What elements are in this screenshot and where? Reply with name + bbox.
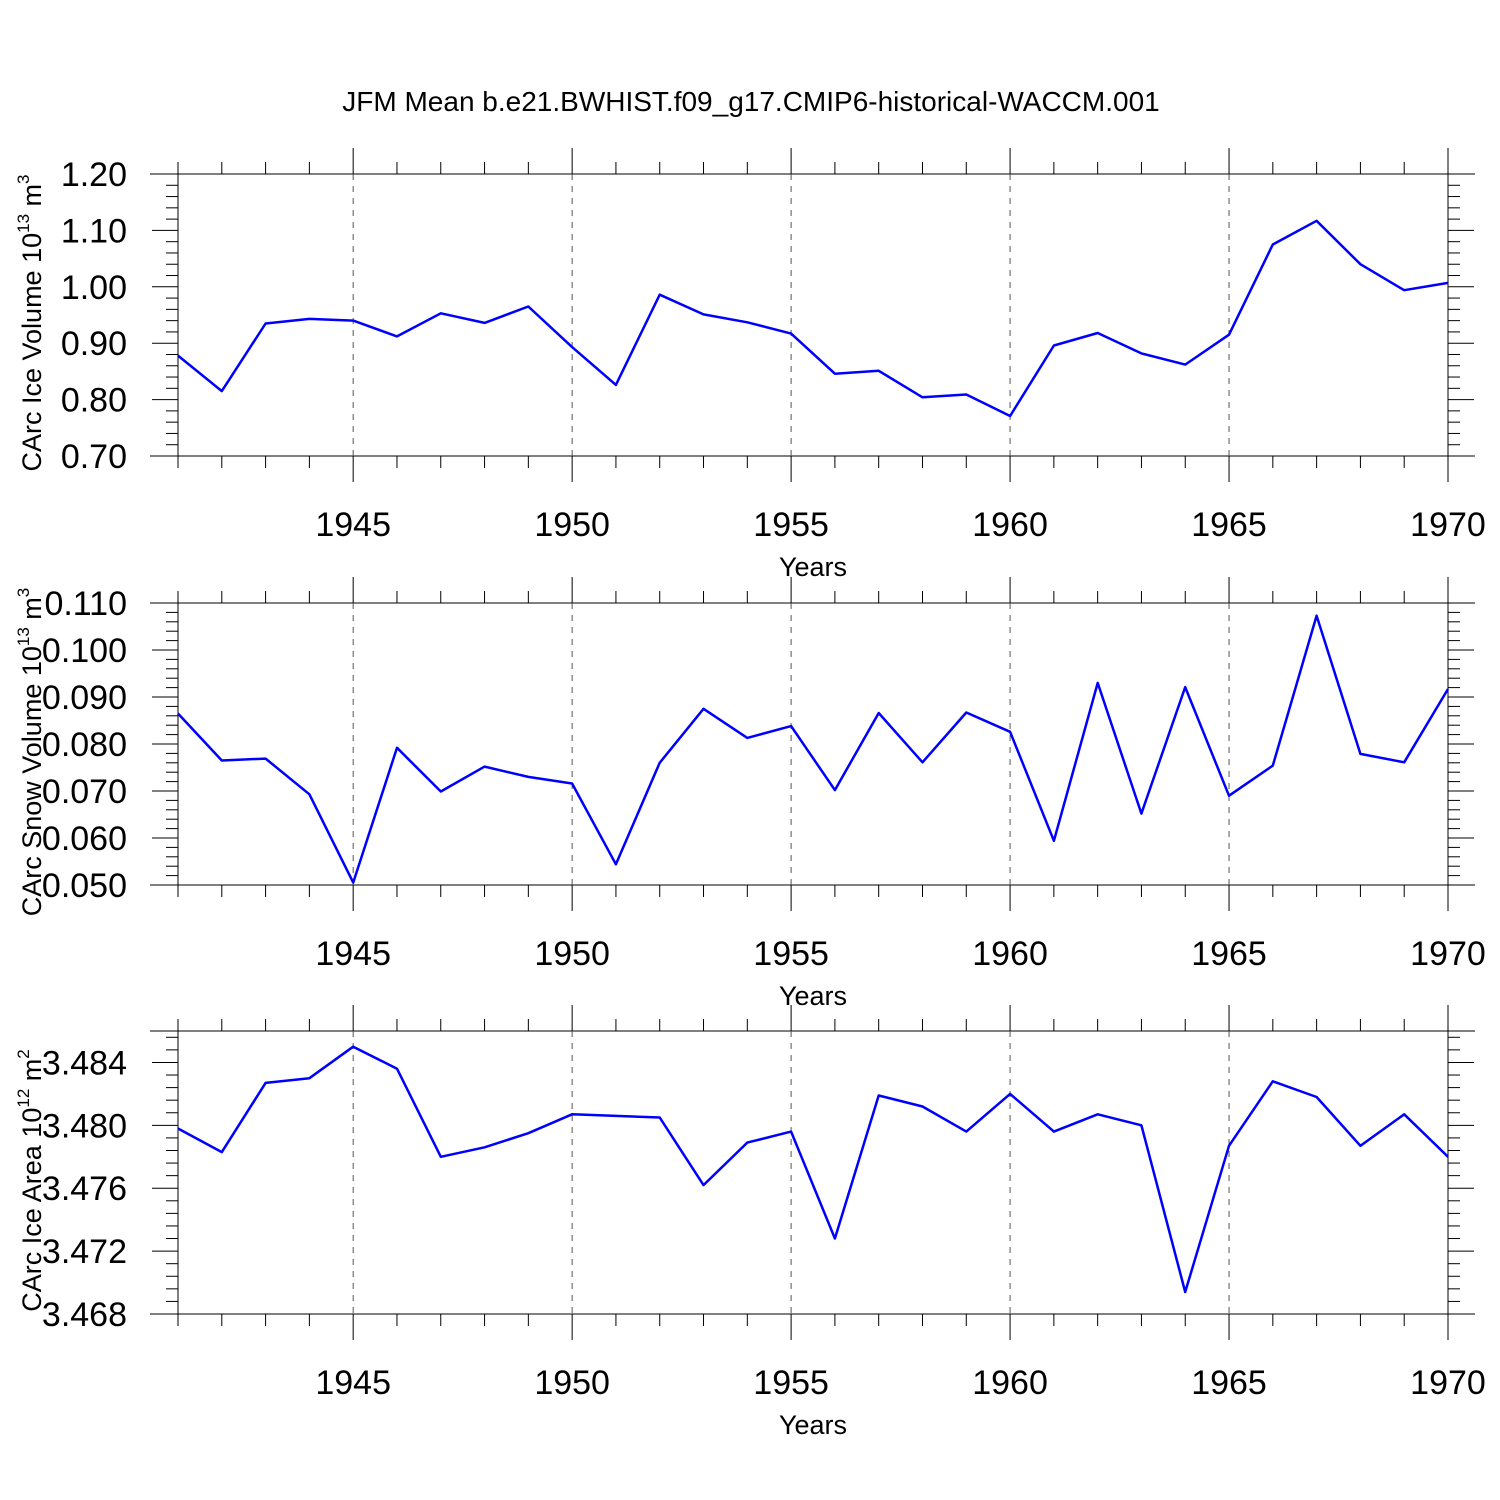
x-tick-label: 1955: [753, 506, 829, 544]
chart-panel-3: 3.468 3.472 3.476 3.480 3.484 1945 1950 1955 196…: [14, 1005, 1486, 1440]
x-tick-label: 1960: [972, 1364, 1048, 1402]
x-tick-label: 1965: [1191, 935, 1267, 973]
y-axis-title-unit-exponent: 3: [14, 174, 33, 183]
x-axis-title: Years: [779, 981, 847, 1011]
x-tick-label: 1960: [972, 506, 1048, 544]
x-tick-label: 1965: [1191, 1364, 1267, 1402]
y-tick-label: 0.80: [61, 382, 127, 420]
y-axis-title: CArc Snow Volume 1013 m3: [14, 588, 47, 917]
y-tick-label: 0.060: [42, 820, 127, 858]
x-tick-label: 1945: [315, 1364, 391, 1402]
y-axis-title-main: CArc Snow Volume 10: [17, 646, 47, 916]
y-tick-label: 0.110: [44, 585, 127, 623]
y-axis-title: CArc Ice Volume 1013 m3: [14, 174, 47, 471]
y-tick-label: 1.00: [61, 269, 127, 307]
x-tick-label: 1960: [972, 935, 1048, 973]
y-tick-label: 3.476: [42, 1170, 127, 1208]
y-axis-title-unit-exponent: 3: [14, 588, 33, 597]
x-axis-title: Years: [779, 552, 847, 582]
y-tick-label: 1.20: [61, 156, 127, 194]
y-tick-label: 0.70: [61, 438, 127, 476]
y-tick-label: 3.472: [42, 1233, 127, 1271]
y-tick-label: 1.10: [61, 212, 127, 250]
x-tick-label: 1950: [534, 935, 610, 973]
series-line: [177, 219, 1449, 418]
y-axis-title-unit: m: [17, 1059, 47, 1089]
x-tick-label: 1970: [1410, 935, 1486, 973]
y-axis-title-main: CArc Ice Area 10: [17, 1108, 47, 1312]
y-tick-label: 0.100: [42, 632, 127, 670]
y-axis-title-unit-exponent: 2: [14, 1049, 33, 1058]
x-tick-label: 1970: [1410, 506, 1486, 544]
figure-title: JFM Mean b.e21.BWHIST.f09_g17.CMIP6-hist…: [342, 86, 1159, 117]
x-tick-label: 1945: [315, 506, 391, 544]
y-axis-title-exponent: 13: [14, 627, 33, 646]
x-tick-label: 1955: [753, 935, 829, 973]
y-tick-label: 0.070: [42, 773, 127, 811]
series-line: [177, 614, 1450, 884]
x-axis-title: Years: [779, 1410, 847, 1440]
y-axis-title: CArc Ice Area 1012 m2: [14, 1049, 47, 1312]
y-axis-title-exponent: 13: [14, 214, 33, 233]
chart-panel-2: 0.050 0.060 0.070 0.080 0.090 0.100 0.110 1945 1…: [14, 577, 1486, 1011]
y-tick-label: 3.484: [42, 1044, 127, 1082]
y-tick-label: 3.468: [42, 1296, 127, 1334]
x-tick-label: 1950: [534, 1364, 610, 1402]
y-axis-title-exponent: 12: [14, 1089, 33, 1108]
y-tick-label: 0.90: [61, 325, 127, 363]
y-tick-label: 0.080: [42, 726, 127, 764]
series-line: [177, 1045, 1449, 1294]
y-axis-title-unit: m: [17, 597, 47, 627]
y-axis-title-main: CArc Ice Volume 10: [17, 233, 47, 472]
chart-panel-1: 0.70 0.80 0.90 1.00 1.10 1.20 1945 1950 1955 1960…: [14, 148, 1486, 582]
panels: 0.70 0.80 0.90 1.00 1.10 1.20 1945 1950 1955 1960…: [14, 148, 1486, 1440]
x-tick-label: 1950: [534, 506, 610, 544]
x-tick-label: 1955: [753, 1364, 829, 1402]
x-tick-label: 1965: [1191, 506, 1267, 544]
y-tick-label: 0.090: [42, 679, 127, 717]
y-tick-label: 3.480: [42, 1107, 127, 1145]
x-tick-label: 1945: [315, 935, 391, 973]
y-tick-label: 0.050: [42, 867, 127, 905]
x-tick-label: 1970: [1410, 1364, 1486, 1402]
y-axis-title-unit: m: [17, 184, 47, 214]
